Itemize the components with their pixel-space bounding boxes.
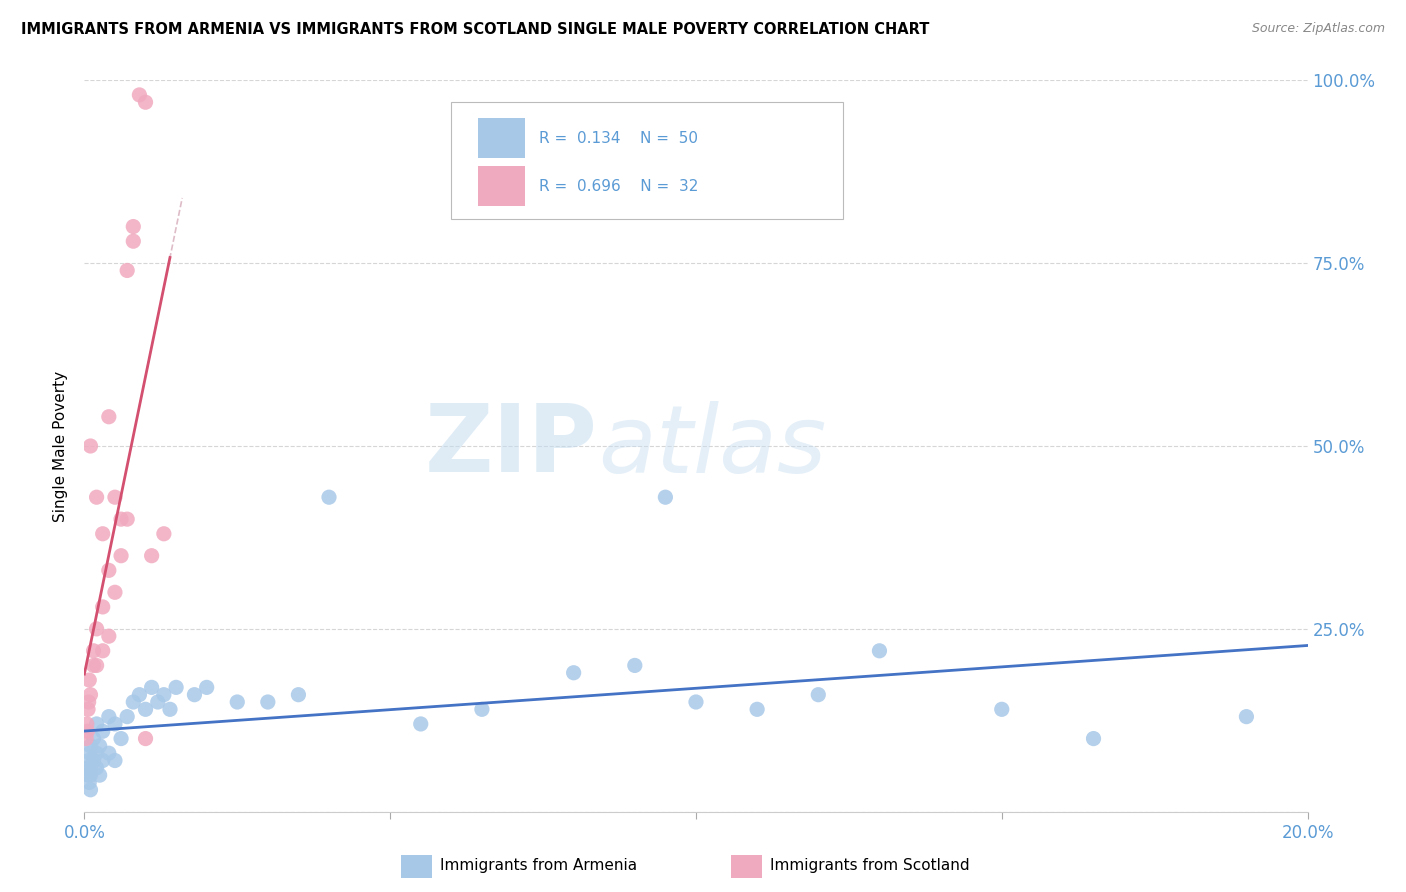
Point [86,717,108,731]
Point [1083,731,1105,746]
Point [165,681,187,695]
Point [91,754,114,768]
Point [104,717,127,731]
Point [869,644,891,658]
Point [97,709,120,723]
Point [91,644,114,658]
Point [562,665,585,680]
Point [159,702,181,716]
Point [79,746,101,760]
Point [153,526,176,541]
Point [409,717,432,731]
Point [287,688,309,702]
Point [97,746,120,760]
Point [115,709,138,723]
Point [141,681,163,695]
Y-axis label: Single Male Poverty: Single Male Poverty [53,370,69,522]
Point [83,644,105,658]
Point [624,658,647,673]
Point [195,681,218,695]
Point [318,490,340,504]
Point [86,658,108,673]
Point [77,775,100,789]
Point [86,746,108,760]
Point [104,490,127,504]
Point [110,549,132,563]
Point [89,739,111,753]
Point [97,409,120,424]
Point [685,695,707,709]
Point [747,702,769,716]
Point [86,622,108,636]
Point [89,768,111,782]
Point [91,599,114,614]
Point [110,731,132,746]
Point [77,695,100,709]
Point [86,761,108,775]
Point [1236,709,1258,723]
Point [79,739,101,753]
Point [654,490,676,504]
Point [77,673,100,687]
Point [79,439,101,453]
Point [141,549,163,563]
Point [115,263,138,277]
Point [97,563,120,577]
Text: atlas: atlas [598,401,827,491]
Point [183,688,205,702]
Point [135,95,157,110]
Point [122,695,145,709]
Point [115,512,138,526]
Text: IMMIGRANTS FROM ARMENIA VS IMMIGRANTS FROM SCOTLAND SINGLE MALE POVERTY CORRELAT: IMMIGRANTS FROM ARMENIA VS IMMIGRANTS FR… [21,22,929,37]
Point [79,688,101,702]
Point [104,754,127,768]
FancyBboxPatch shape [451,103,842,219]
FancyBboxPatch shape [478,118,524,158]
Point [128,688,150,702]
Text: ZIP: ZIP [425,400,598,492]
Point [122,234,145,248]
Point [91,724,114,739]
Point [146,695,169,709]
FancyBboxPatch shape [478,166,524,206]
Text: Immigrants from Armenia: Immigrants from Armenia [440,858,637,872]
Point [471,702,494,716]
Text: Immigrants from Scotland: Immigrants from Scotland [770,858,970,872]
Point [76,724,98,739]
Point [257,695,280,709]
Point [77,754,100,768]
Point [76,761,98,775]
Text: R =  0.134    N =  50: R = 0.134 N = 50 [540,131,699,145]
Point [104,585,127,599]
Point [83,754,105,768]
Point [226,695,249,709]
Point [991,702,1014,716]
Text: R =  0.696    N =  32: R = 0.696 N = 32 [540,178,699,194]
Point [91,526,114,541]
Point [153,688,176,702]
Point [75,731,97,746]
Point [79,782,101,797]
Point [86,490,108,504]
Point [83,658,105,673]
Point [97,629,120,643]
Point [807,688,830,702]
Point [76,717,98,731]
Point [135,731,157,746]
Text: Source: ZipAtlas.com: Source: ZipAtlas.com [1251,22,1385,36]
Point [77,768,100,782]
Point [128,87,150,102]
Point [110,512,132,526]
Point [79,761,101,775]
Point [135,702,157,716]
Point [122,219,145,234]
Point [77,702,100,716]
Point [79,768,101,782]
Point [83,731,105,746]
